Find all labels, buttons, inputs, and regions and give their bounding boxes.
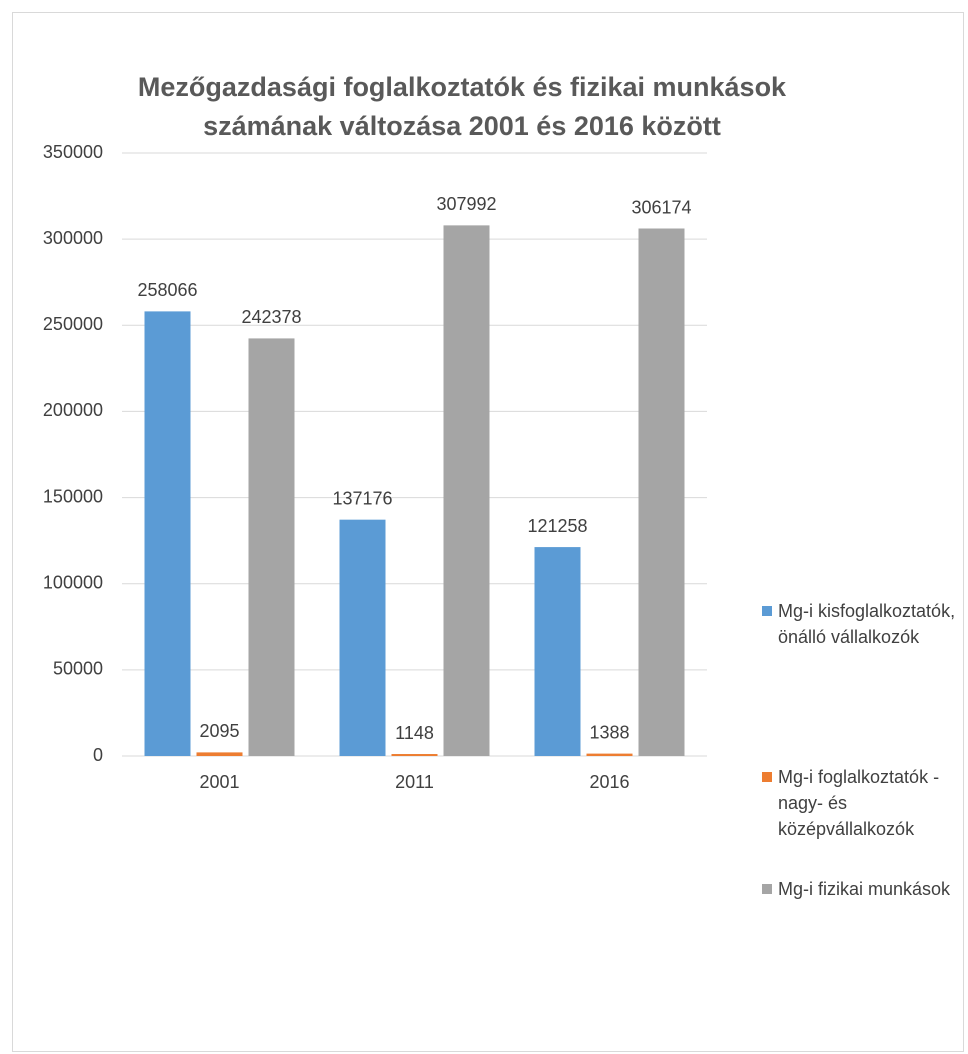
bar bbox=[443, 225, 490, 756]
y-tick-label: 100000 bbox=[43, 572, 103, 592]
legend-label: Mg-i foglalkoztatók - nagy- és középváll… bbox=[778, 767, 940, 839]
y-tick-label: 300000 bbox=[43, 228, 103, 248]
legend-label: Mg-i kisfoglalkoztatók, önálló vállalkoz… bbox=[778, 601, 956, 647]
bar bbox=[638, 228, 685, 757]
data-label: 307992 bbox=[436, 194, 496, 214]
x-tick-label: 2011 bbox=[395, 772, 434, 792]
data-label: 258066 bbox=[137, 280, 197, 300]
chart-title: Mezőgazdasági foglalkoztatók és fizikai … bbox=[137, 72, 787, 141]
x-tick-label: 2001 bbox=[199, 772, 239, 792]
bar bbox=[586, 753, 633, 756]
legend-label: Mg-i fizikai munkások bbox=[778, 879, 951, 899]
bar bbox=[391, 754, 438, 756]
bar bbox=[339, 519, 386, 756]
legend-swatch bbox=[762, 884, 772, 894]
bar bbox=[534, 547, 581, 756]
y-tick-label: 0 bbox=[93, 745, 103, 765]
x-tick-label: 2016 bbox=[589, 772, 629, 792]
y-tick-label: 200000 bbox=[43, 400, 103, 420]
data-label: 121258 bbox=[527, 516, 587, 536]
bar bbox=[144, 311, 191, 756]
y-tick-label: 50000 bbox=[53, 659, 103, 679]
data-label: 1148 bbox=[395, 723, 434, 743]
legend-entry: Mg-i fizikai munkások bbox=[762, 876, 962, 902]
data-label: 242378 bbox=[241, 307, 301, 327]
data-label: 306174 bbox=[631, 197, 691, 217]
y-tick-label: 250000 bbox=[43, 314, 103, 334]
bar bbox=[248, 338, 295, 756]
legend-entry: Mg-i foglalkoztatók - nagy- és középváll… bbox=[762, 764, 962, 842]
y-tick-label: 350000 bbox=[43, 142, 103, 162]
legend-entry: Mg-i kisfoglalkoztatók, önálló vállalkoz… bbox=[762, 598, 962, 650]
bar bbox=[196, 752, 243, 756]
legend-swatch bbox=[762, 772, 772, 782]
chart-frame bbox=[12, 12, 964, 1052]
legend-swatch bbox=[762, 606, 772, 616]
data-label: 1388 bbox=[589, 722, 629, 742]
y-tick-label: 150000 bbox=[43, 486, 103, 506]
data-label: 2095 bbox=[199, 721, 239, 741]
data-label: 137176 bbox=[332, 488, 392, 508]
